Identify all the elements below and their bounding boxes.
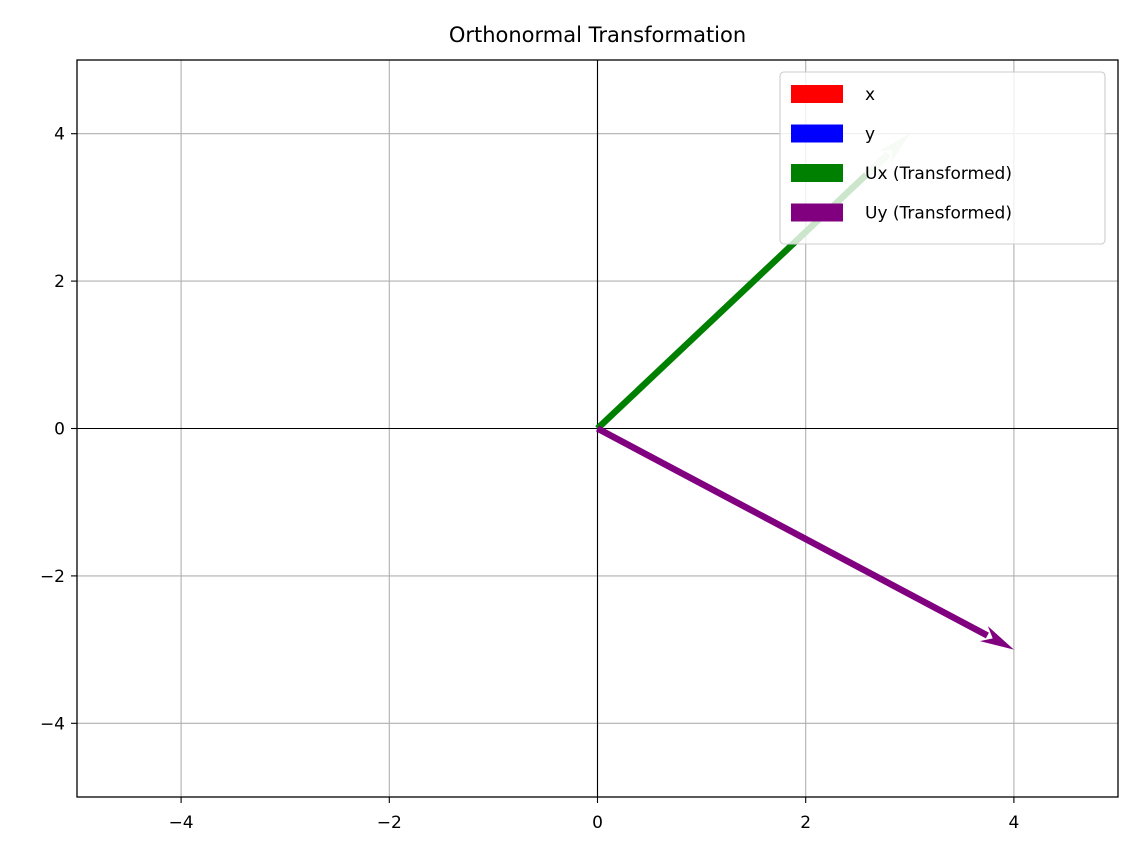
legend-item: x	[791, 85, 875, 105]
vector-head	[979, 626, 1014, 650]
legend-label: Ux (Transformed)	[865, 164, 1012, 184]
x-tick-label: 4	[1008, 813, 1019, 833]
legend-swatch	[791, 203, 843, 222]
legend-box	[779, 71, 1106, 245]
x-tick-label: 0	[592, 813, 603, 833]
legend-item: Uy (Transformed)	[791, 203, 1012, 224]
legend: xy Ux (Transformed) Uy (Transformed)	[779, 71, 1106, 245]
x-tick-label: −2	[377, 813, 402, 833]
chart-title: Orthonormal Transformation	[449, 23, 746, 47]
x-tick-label: 2	[800, 813, 811, 833]
y-tick-label: −4	[40, 714, 65, 734]
legend-swatch	[791, 124, 843, 143]
legend-item: y	[791, 124, 875, 145]
tick-marks-and-labels: −4 −2 0 2 4 −4 −2 0 2 4	[40, 125, 1019, 833]
legend-swatch	[791, 164, 843, 182]
legend-item: Ux (Transformed)	[791, 164, 1012, 184]
y-tick-label: −2	[40, 567, 65, 587]
vector-shaft	[595, 425, 989, 639]
y-tick-label: 4	[54, 125, 65, 145]
vector-uy-transformed	[595, 425, 1014, 650]
legend-label: Uy (Transformed)	[865, 204, 1012, 224]
legend-label: y	[865, 125, 875, 145]
legend-label: x	[865, 85, 875, 105]
y-tick-label: 2	[54, 272, 65, 292]
legend-swatch	[791, 85, 843, 103]
x-tick-label: −4	[169, 813, 194, 833]
y-tick-label: 0	[54, 420, 65, 440]
